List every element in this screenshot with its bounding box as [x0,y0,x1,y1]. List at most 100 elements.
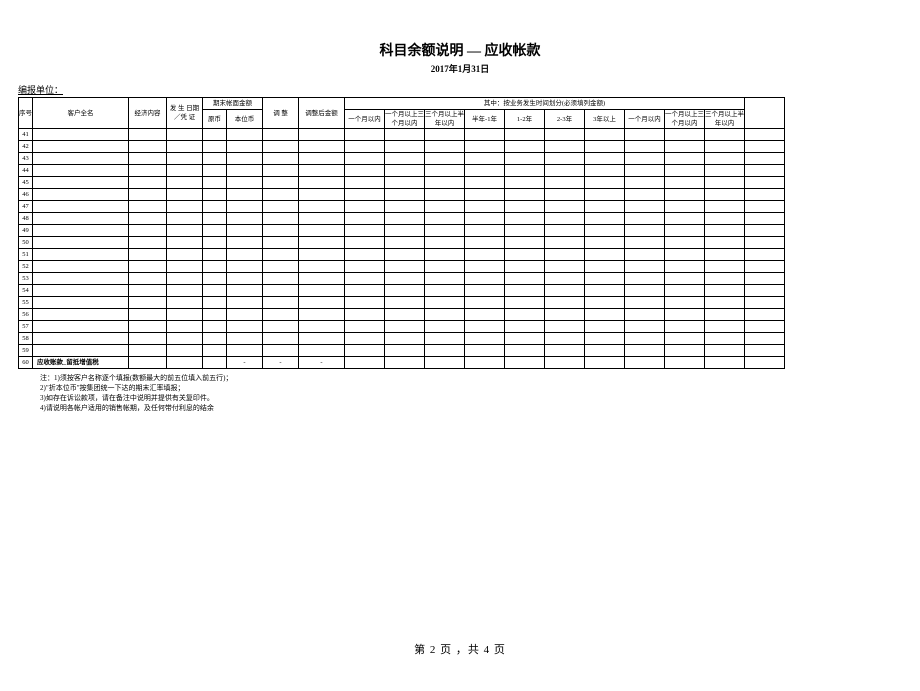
cell [545,189,585,201]
cell [227,177,263,189]
cell [545,357,585,369]
cell [465,249,505,261]
cell [227,249,263,261]
hdr-t5: 1-2年 [505,110,545,129]
cell [665,129,705,141]
cell [263,165,299,177]
cell [167,177,203,189]
cell [385,141,425,153]
cell [203,285,227,297]
cell [465,261,505,273]
cell [345,249,385,261]
cell [705,177,745,189]
cell [203,177,227,189]
cell [345,141,385,153]
cell [33,345,129,357]
cell [263,225,299,237]
cell [505,345,545,357]
cell [33,177,129,189]
cell-seq: 54 [19,285,33,297]
cell [263,141,299,153]
cell [585,153,625,165]
cell [425,357,465,369]
cell-seq: 41 [19,129,33,141]
cell [545,345,585,357]
cell [227,261,263,273]
cell [227,309,263,321]
cell [203,165,227,177]
cell [227,321,263,333]
cell [129,141,167,153]
cell [425,237,465,249]
cell [33,165,129,177]
cell [345,237,385,249]
cell [425,189,465,201]
cell [625,333,665,345]
cell [665,237,705,249]
cell [345,273,385,285]
cell [345,345,385,357]
cell [745,333,785,345]
cell [425,165,465,177]
cell-seq: 48 [19,213,33,225]
cell [299,273,345,285]
cell [425,297,465,309]
cell [585,357,625,369]
cell [385,273,425,285]
cell [227,201,263,213]
note-line: 3)如存在诉讼款项，请在备注中说明并提供有关复印件。 [40,393,920,403]
cell [263,297,299,309]
table-row: 48 [19,213,785,225]
cell [203,321,227,333]
cell [299,297,345,309]
cell [665,153,705,165]
cell [585,189,625,201]
cell [203,201,227,213]
cell [345,153,385,165]
cell [585,345,625,357]
cell [33,285,129,297]
table-row: 52 [19,261,785,273]
cell [505,357,545,369]
cell [263,333,299,345]
cell [33,213,129,225]
cell [33,309,129,321]
cell [129,285,167,297]
cell [345,165,385,177]
hdr-after: 调整后金额 [299,98,345,129]
cell [129,225,167,237]
table-row: 50 [19,237,785,249]
cell [625,261,665,273]
cell [227,165,263,177]
page-title: 科目余额说明 — 应收帐款 [0,40,920,60]
cell [167,213,203,225]
cell [425,225,465,237]
cell [203,357,227,369]
cell [545,321,585,333]
cell [705,357,745,369]
cell [425,309,465,321]
cell [129,201,167,213]
cell [505,249,545,261]
cell [585,177,625,189]
cell [425,261,465,273]
cell [745,357,785,369]
cell [625,237,665,249]
cell [33,201,129,213]
cell [345,201,385,213]
cell [227,285,263,297]
table-header: 序号 客户全名 经济内容 发 生 日期／凭 证 期末帐面金额 调 整 调整后金额… [19,98,785,129]
cell [227,225,263,237]
cell [385,201,425,213]
cell [299,153,345,165]
cell [167,225,203,237]
cell [585,213,625,225]
cell [345,213,385,225]
cell [203,309,227,321]
cell [299,333,345,345]
cell [129,213,167,225]
cell [345,333,385,345]
cell [203,297,227,309]
cell [585,273,625,285]
cell [227,213,263,225]
